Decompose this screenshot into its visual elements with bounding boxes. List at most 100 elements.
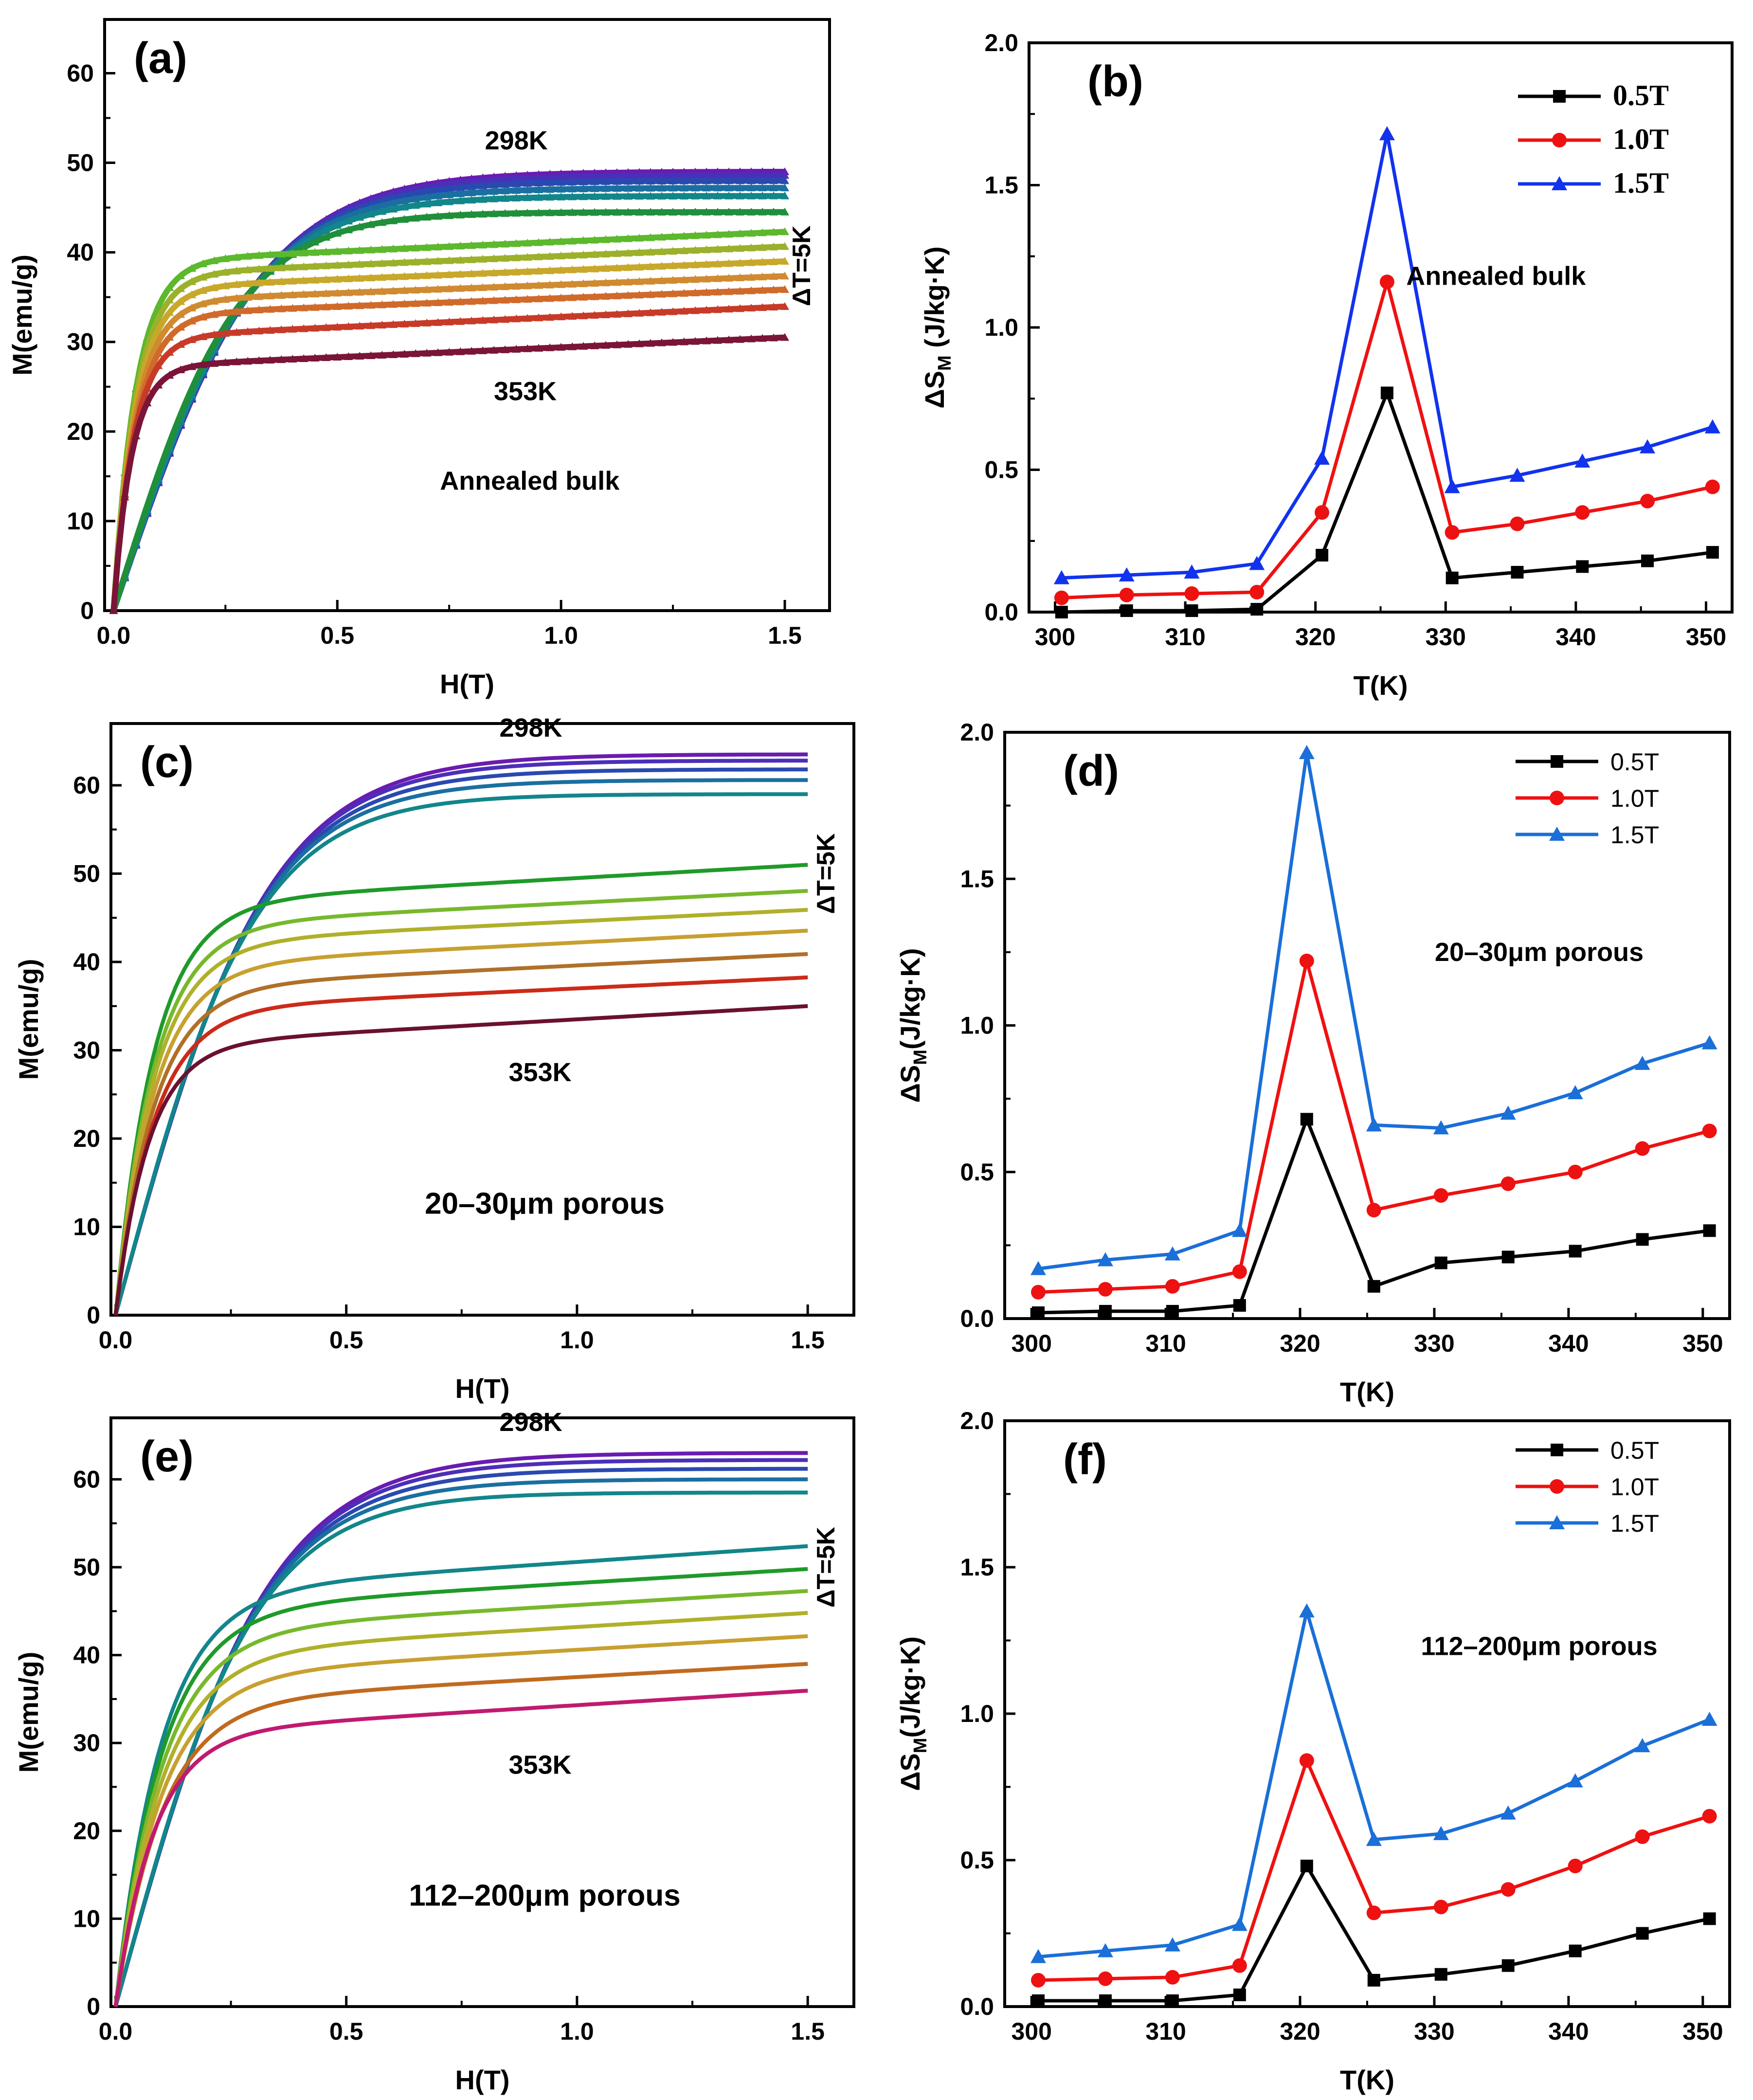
annotation-sample: 20–30μm porous — [1435, 938, 1644, 967]
data-point — [411, 201, 420, 209]
legend-label: 1.5T — [1613, 167, 1669, 199]
data-point — [1184, 564, 1200, 579]
series-line-0.5T — [1061, 388, 1713, 614]
data-point — [545, 178, 555, 186]
data-point — [1641, 554, 1654, 567]
y-tick-label: 40 — [73, 948, 100, 976]
data-point — [422, 193, 432, 201]
data-point — [176, 271, 185, 279]
data-point — [210, 270, 219, 278]
data-point — [1576, 560, 1589, 573]
data-point — [322, 353, 331, 362]
data-point — [780, 191, 790, 199]
data-point — [400, 196, 409, 204]
y-tick-label: 20 — [67, 418, 94, 445]
data-point — [1433, 1900, 1448, 1915]
data-point — [523, 238, 532, 247]
data-point — [557, 178, 566, 186]
data-point — [501, 194, 510, 202]
data-point — [456, 255, 465, 264]
data-point — [736, 273, 745, 281]
data-point — [333, 353, 342, 361]
data-point — [288, 355, 297, 363]
data-point — [1031, 1306, 1045, 1319]
data-point — [534, 252, 543, 260]
data-point — [657, 247, 667, 255]
data-point — [1703, 1912, 1716, 1925]
data-point — [389, 258, 398, 267]
data-point — [512, 174, 521, 182]
series-line-303K — [113, 759, 808, 1316]
x-tick-label: 1.0 — [560, 1326, 594, 1354]
data-point — [635, 248, 644, 256]
annotation-delta-t: ΔT=5K — [812, 833, 840, 914]
y-axis-label-subscript: M — [910, 1050, 931, 1065]
data-point — [724, 335, 734, 344]
data-point — [646, 262, 655, 271]
series-line-1.0T — [1061, 275, 1713, 600]
data-point — [523, 208, 532, 217]
data-point — [590, 311, 599, 319]
data-point — [378, 207, 387, 215]
y-tick-label: 0 — [80, 597, 94, 624]
data-point — [210, 310, 219, 318]
data-point — [557, 252, 566, 259]
data-point — [1568, 1859, 1583, 1874]
x-tick-label: 0.0 — [97, 622, 131, 649]
data-point — [758, 171, 767, 179]
legend: 0.5T 1.0T 1.5T — [1516, 1437, 1659, 1537]
data-point — [478, 269, 488, 277]
data-point — [210, 330, 219, 338]
data-point — [210, 283, 219, 291]
data-point — [769, 207, 778, 216]
data-point — [557, 184, 566, 193]
data-point — [199, 299, 208, 308]
data-point — [154, 380, 163, 389]
y-tick-label: 2.0 — [984, 29, 1018, 56]
data-point — [232, 357, 241, 365]
data-point — [568, 184, 577, 193]
series-line-343K — [113, 1634, 808, 2007]
data-point — [579, 292, 588, 301]
data-point — [400, 215, 409, 223]
data-point — [266, 356, 275, 364]
data-point — [646, 233, 655, 241]
data-point — [366, 321, 376, 329]
data-point — [322, 226, 331, 234]
data-point — [736, 191, 745, 199]
legend-label: 1.0T — [1610, 1473, 1659, 1501]
data-point — [478, 181, 488, 189]
x-tick-label: 340 — [1555, 623, 1596, 651]
data-point — [769, 303, 778, 311]
data-point — [747, 334, 756, 343]
data-point — [657, 183, 667, 192]
y-tick-label: 0.0 — [984, 598, 1018, 626]
data-point — [310, 237, 320, 246]
data-point — [277, 250, 286, 258]
data-point — [1299, 1603, 1315, 1618]
data-point — [299, 248, 308, 256]
x-axis-label: T(K) — [1354, 670, 1408, 701]
data-point — [378, 218, 387, 226]
data-point — [422, 271, 432, 279]
x-tick-label: 1.5 — [768, 622, 802, 649]
data-point — [523, 174, 532, 182]
data-point — [456, 196, 465, 204]
data-point — [400, 272, 409, 280]
data-point — [680, 176, 689, 184]
data-point — [780, 302, 790, 310]
data-point — [579, 172, 588, 181]
y-axis-label: ΔSM(J/kg·K) — [895, 1636, 931, 1791]
data-point — [467, 210, 476, 218]
data-point — [646, 171, 655, 180]
data-point — [434, 285, 443, 293]
y-tick-label: 60 — [73, 772, 100, 799]
data-point — [545, 280, 555, 289]
data-point — [288, 304, 297, 312]
data-point — [501, 282, 510, 290]
data-point — [187, 277, 197, 285]
data-point — [288, 276, 297, 285]
data-point — [355, 301, 364, 309]
y-tick-label: 10 — [67, 507, 94, 535]
data-point — [1185, 604, 1198, 617]
